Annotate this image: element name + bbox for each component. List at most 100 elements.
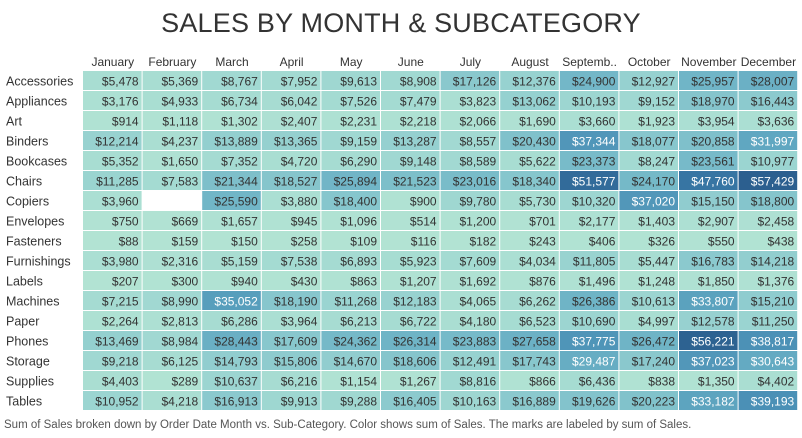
heatmap-cell <box>83 111 142 130</box>
cell-label: $13,469 <box>95 335 139 349</box>
cell-label: $6,523 <box>519 315 556 329</box>
cell-label: $876 <box>529 275 556 289</box>
heatmap-cell <box>500 131 559 150</box>
cell-label: $7,583 <box>161 175 198 189</box>
heatmap-cell <box>619 251 678 270</box>
heatmap-cell <box>440 351 500 370</box>
cell-label: $27,658 <box>512 335 556 349</box>
heatmap-cell <box>619 371 678 390</box>
column-header: July <box>460 55 481 69</box>
cell-label: $2,264 <box>102 315 139 329</box>
cell-label: $16,889 <box>512 395 556 409</box>
heatmap-cell <box>559 211 619 230</box>
heatmap-cell <box>559 131 619 150</box>
cell-label: $16,443 <box>751 95 795 109</box>
heatmap-cell <box>321 151 380 170</box>
heatmap-cell <box>679 331 738 350</box>
heatmap-cell <box>321 171 380 190</box>
cell-label: $5,478 <box>102 75 139 89</box>
cell-label: $12,376 <box>512 75 556 89</box>
cell-label: $1,692 <box>459 275 496 289</box>
heatmap-cell <box>381 311 440 330</box>
cell-label: $4,933 <box>161 95 198 109</box>
row-header: Phones <box>6 335 48 349</box>
cell-label: $6,893 <box>340 255 377 269</box>
cell-label: $8,247 <box>638 155 675 169</box>
cell-label: $3,823 <box>459 95 496 109</box>
cell-label: $35,052 <box>214 295 258 309</box>
heatmap-cell <box>738 271 798 290</box>
cell-label: $88 <box>119 235 139 249</box>
cell-label: $8,589 <box>459 155 496 169</box>
cell-label: $866 <box>529 375 556 389</box>
cell-label: $9,218 <box>102 355 139 369</box>
heatmap-cell <box>83 311 142 330</box>
cell-label: $21,523 <box>393 175 437 189</box>
heatmap-cell <box>440 311 500 330</box>
heatmap-cell <box>500 151 559 170</box>
cell-label: $5,447 <box>638 255 675 269</box>
cell-label: $406 <box>589 235 616 249</box>
heatmap-cell <box>321 71 380 90</box>
heatmap-cell <box>679 391 738 410</box>
cell-label: $8,908 <box>400 75 437 89</box>
cell-label: $7,538 <box>281 255 318 269</box>
heatmap-cell <box>142 191 202 210</box>
cell-label: $5,730 <box>519 195 556 209</box>
heatmap-cell <box>440 331 500 350</box>
heatmap-cell <box>738 71 798 90</box>
cell-label: $21,344 <box>214 175 258 189</box>
column-header: October <box>628 55 671 69</box>
heatmap-cell <box>261 191 321 210</box>
heatmap-cell <box>440 71 500 90</box>
heatmap-cell <box>261 391 321 410</box>
cell-label: $20,223 <box>632 395 676 409</box>
heatmap-cell <box>559 91 619 110</box>
cell-label: $4,065 <box>459 295 496 309</box>
cell-label: $57,429 <box>751 175 795 189</box>
row-header: Envelopes <box>6 215 64 229</box>
heatmap-cell <box>381 71 440 90</box>
cell-label: $1,350 <box>698 375 735 389</box>
heatmap-cell <box>142 331 202 350</box>
cell-label: $1,690 <box>519 115 556 129</box>
heatmap-chart: January February March April May June July Augu… <box>6 55 798 410</box>
cell-label: $3,660 <box>579 115 616 129</box>
heatmap-cell <box>440 131 500 150</box>
heatmap-cell <box>738 331 798 350</box>
heatmap-cell <box>381 111 440 130</box>
cell-label: $1,302 <box>221 115 258 129</box>
heatmap-cell <box>738 191 798 210</box>
cell-label: $10,613 <box>632 295 676 309</box>
heatmap-cell <box>381 91 440 110</box>
cell-label: $28,007 <box>751 75 795 89</box>
cell-label: $10,977 <box>751 155 795 169</box>
cell-label: $914 <box>112 115 139 129</box>
cell-label: $25,894 <box>334 175 378 189</box>
heatmap-cell <box>679 151 738 170</box>
cell-label: $7,479 <box>400 95 437 109</box>
cell-label: $5,159 <box>221 255 258 269</box>
heatmap-cell <box>738 251 798 270</box>
cell-label: $4,180 <box>459 315 496 329</box>
cell-label: $39,193 <box>751 395 795 409</box>
heatmap-cell <box>381 351 440 370</box>
row-header: Supplies <box>6 375 54 389</box>
cell-label: $7,352 <box>221 155 258 169</box>
heatmap-cell <box>321 211 380 230</box>
heatmap-cell <box>679 291 738 310</box>
heatmap-cell <box>679 191 738 210</box>
cell-label: $6,042 <box>281 95 318 109</box>
cell-label: $18,970 <box>691 95 735 109</box>
row-header: Appliances <box>6 95 67 109</box>
heatmap-cell <box>83 351 142 370</box>
heatmap-cell <box>679 351 738 370</box>
cell-label: $940 <box>231 275 258 289</box>
heatmap-cell <box>500 391 559 410</box>
heatmap-cell <box>202 211 261 230</box>
heatmap-cell <box>679 311 738 330</box>
heatmap-cell <box>679 111 738 130</box>
heatmap-cell <box>619 231 678 250</box>
heatmap-cell <box>559 191 619 210</box>
cell-label: $47,760 <box>691 175 735 189</box>
